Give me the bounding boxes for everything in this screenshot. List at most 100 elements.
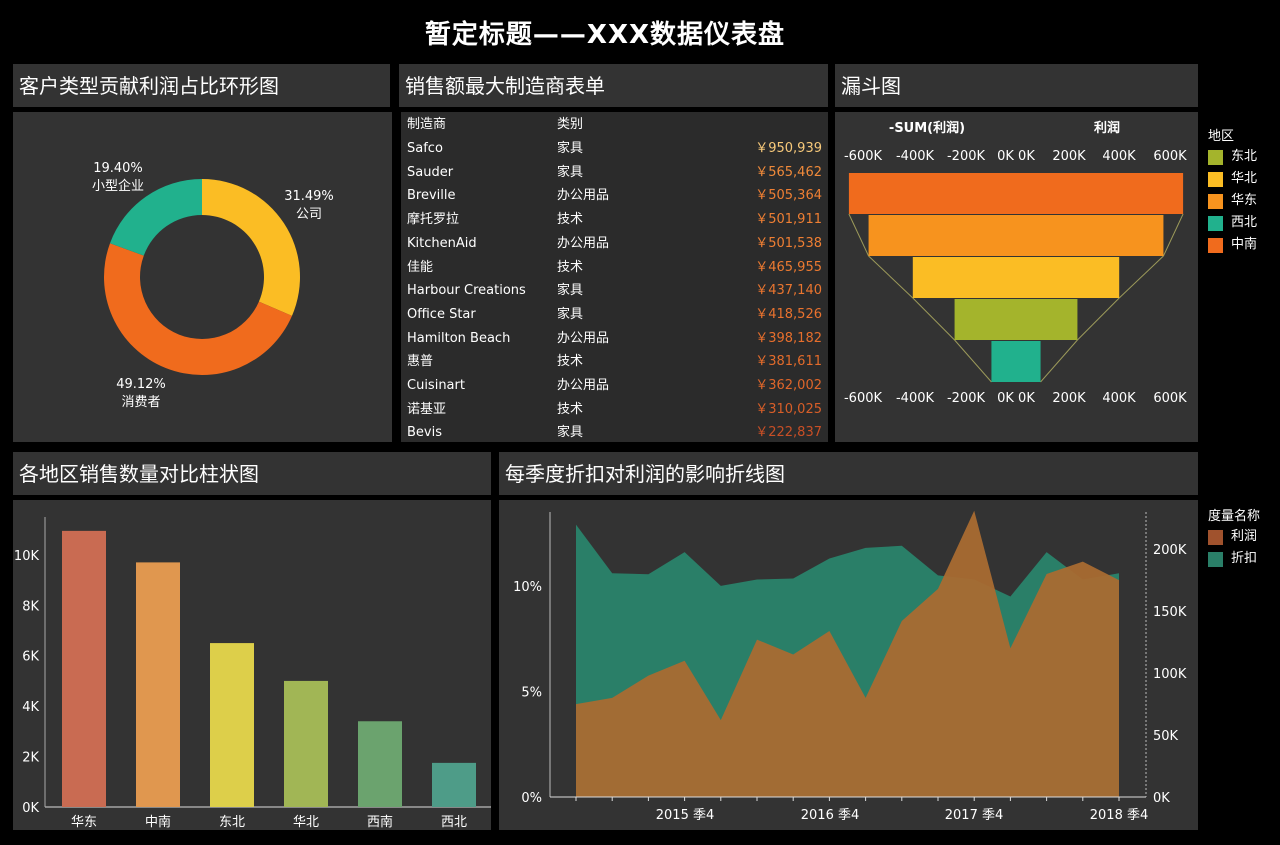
- funnel-chart: -SUM(利润) 利润 -600K -600K -400K -400K -200K -200K…: [844, 120, 1187, 406]
- category-cell: 技术: [557, 354, 584, 370]
- area-right-tick: 100K: [1153, 667, 1187, 682]
- table-row: Office Star 家具 ￥418,526: [401, 304, 828, 328]
- maker-cell: Office Star: [407, 306, 476, 322]
- bar-y-tick: 6K: [22, 650, 39, 665]
- maker-cell: 惠普: [407, 354, 434, 370]
- bar-y-tick: 2K: [22, 751, 39, 766]
- manufacturer-table: 制造商 类别 Safco 家具 ￥950,939 Sauder 家具 ￥565,462 Br…: [401, 112, 828, 442]
- donut-slice-1: [202, 179, 300, 316]
- funnel-bottom-tick: -200K: [947, 391, 986, 406]
- funnel-right-label: 利润: [1094, 120, 1120, 136]
- amount-cell: ￥505,364: [755, 188, 822, 204]
- funnel-panel: -SUM(利润) 利润 -600K -600K -400K -400K -200K -200K…: [835, 112, 1198, 442]
- legend-label: 西北: [1231, 215, 1258, 230]
- area-left-tick: 5%: [521, 685, 542, 700]
- measure-legend-item: 利润: [1208, 526, 1280, 548]
- maker-cell: Breville: [407, 188, 456, 204]
- legend-swatch: [1208, 238, 1223, 253]
- amount-cell: ￥398,182: [755, 330, 822, 346]
- maker-cell: Cuisinart: [407, 378, 465, 393]
- category-cell: 家具: [557, 164, 584, 180]
- header-category: 类别: [557, 117, 584, 132]
- donut-name-label: 小型企业: [92, 178, 144, 194]
- region-legend-item: 东北: [1208, 146, 1278, 168]
- category-cell: 家具: [557, 141, 584, 156]
- bar-category-label: 东北: [219, 815, 245, 830]
- bar-panel-title: 各地区销售数量对比柱状图: [13, 452, 491, 495]
- table-panel-title: 销售额最大制造商表单: [399, 64, 828, 107]
- maker-cell: Bevis: [407, 425, 442, 441]
- legend-swatch: [1208, 150, 1223, 165]
- funnel-bottom-tick: 0K 0K: [997, 391, 1035, 406]
- maker-cell: KitchenAid: [407, 235, 477, 251]
- category-cell: 技术: [557, 259, 584, 275]
- table-row: Cuisinart 办公用品 ￥362,002: [401, 375, 828, 399]
- measure-legend-title: 度量名称: [1208, 509, 1261, 524]
- funnel-top-tick: 600K: [1153, 149, 1187, 164]
- funnel-connector: [848, 213, 870, 257]
- amount-cell: ￥362,002: [755, 378, 822, 393]
- page-title: 暂定标题——XXX数据仪表盘: [424, 20, 786, 50]
- area-panel: 0% 5% 10% 0K 50K 100K 150K 200K 2015 季4 2016 季4 20…: [499, 500, 1198, 830]
- table-row: Hamilton Beach 办公用品 ￥398,182: [401, 328, 828, 352]
- funnel-connector: [868, 255, 914, 299]
- funnel-top-tick: 200K: [1052, 149, 1086, 164]
- table-row: 惠普 技术 ￥381,611: [401, 351, 828, 375]
- donut-slice-3: [110, 179, 202, 256]
- funnel-connector: [1040, 339, 1078, 383]
- legend-swatch: [1208, 530, 1223, 545]
- legend-label: 利润: [1231, 529, 1258, 544]
- area-right-tick: 50K: [1153, 729, 1179, 744]
- category-cell: 技术: [557, 401, 584, 417]
- bar-category-label: 华东: [71, 815, 97, 830]
- bar-category-label: 西南: [367, 814, 393, 830]
- amount-cell: ￥418,526: [755, 306, 822, 322]
- legend-swatch: [1208, 552, 1223, 567]
- funnel-top-tick: -200K: [947, 149, 986, 164]
- category-cell: 家具: [557, 306, 584, 322]
- amount-cell: ￥565,462: [755, 164, 822, 180]
- funnel-bottom-tick: -600K: [844, 391, 883, 406]
- area-left-tick: 0%: [521, 791, 542, 806]
- maker-cell: 摩托罗拉: [407, 212, 460, 228]
- funnel-connector: [954, 339, 992, 383]
- measure-legend-item: 折扣: [1208, 548, 1280, 570]
- donut-panel-title: 客户类型贡献利润占比环形图: [13, 64, 390, 107]
- funnel-connector: [1162, 213, 1184, 257]
- maker-cell: 诺基亚: [407, 401, 447, 417]
- funnel-bottom-tick: -400K: [896, 391, 935, 406]
- table-row: Safco 家具 ￥950,939: [401, 138, 828, 162]
- table-header-row: 制造商 类别: [401, 114, 828, 138]
- donut-name-label: 消费者: [121, 395, 160, 410]
- amount-cell: ￥310,025: [755, 401, 822, 417]
- amount-cell: ￥437,140: [755, 283, 822, 299]
- area-x-tick: 2017 季4: [945, 808, 1004, 823]
- funnel-stage-中南: [848, 173, 1184, 214]
- bar-chart: 0K 2K 4K 6K 8K 10K 华东 中南 东北 华北 西南 西北: [14, 517, 491, 830]
- funnel-stage-华北: [912, 257, 1120, 298]
- bar-华北: [284, 680, 328, 807]
- measure-legend: 度量名称 利润折扣: [1208, 506, 1280, 570]
- funnel-bottom-tick: 200K: [1052, 391, 1086, 406]
- amount-cell: ￥501,911: [755, 212, 822, 228]
- bar-y-tick: 10K: [14, 549, 40, 564]
- maker-cell: Safco: [407, 141, 443, 156]
- table-row: Harbour Creations 家具 ￥437,140: [401, 280, 828, 304]
- amount-cell: ￥222,837: [755, 425, 822, 441]
- bar-西南: [358, 721, 402, 807]
- funnel-top-tick: 0K 0K: [997, 149, 1035, 164]
- bar-西北: [432, 762, 476, 807]
- donut-pct-label: 49.12%: [116, 377, 166, 392]
- bar-y-tick: 4K: [22, 700, 39, 715]
- table-row: Bevis 家具 ￥222,837: [401, 422, 828, 446]
- funnel-left-label: -SUM(利润): [889, 120, 965, 136]
- funnel-connector: [1118, 255, 1164, 299]
- region-legend-title: 地区: [1208, 129, 1235, 144]
- funnel-bottom-tick: 600K: [1153, 391, 1187, 406]
- maker-cell: 佳能: [407, 259, 434, 275]
- donut-name-label: 公司: [296, 207, 322, 222]
- funnel-bottom-tick: 400K: [1102, 391, 1136, 406]
- donut-pct-label: 19.40%: [93, 161, 143, 176]
- category-cell: 办公用品: [557, 235, 610, 251]
- funnel-top-tick: -400K: [896, 149, 935, 164]
